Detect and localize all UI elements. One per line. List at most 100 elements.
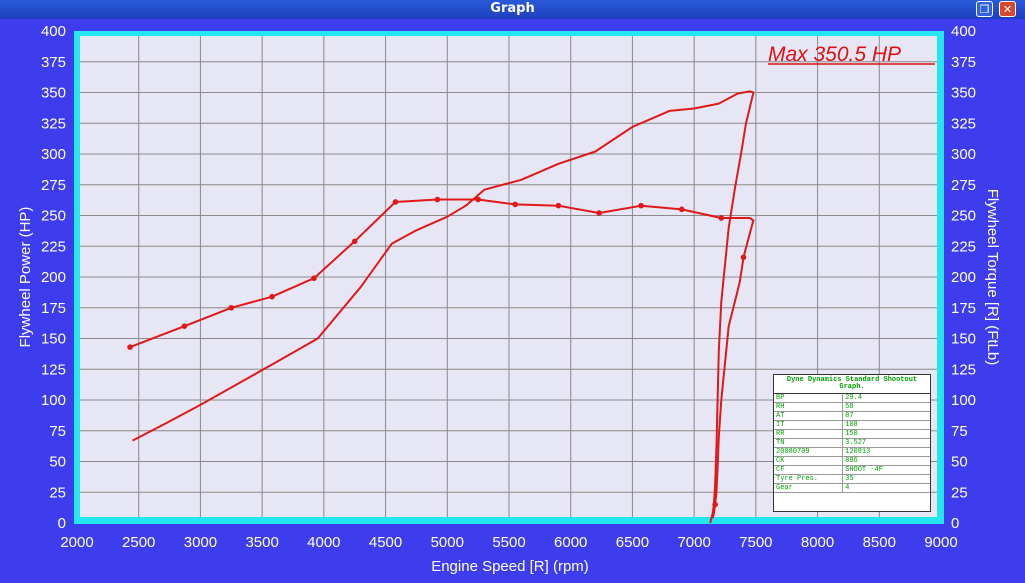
y-tick-label: 225 xyxy=(41,238,66,255)
data-point xyxy=(740,254,747,261)
data-point xyxy=(434,196,441,203)
info-value: 886 xyxy=(842,456,930,466)
info-value: 4 xyxy=(842,483,930,493)
info-value: 3.527 xyxy=(842,438,930,448)
info-key: Gear xyxy=(774,483,844,493)
info-key: CK xyxy=(774,456,844,466)
y-tick-label: 400 xyxy=(41,23,66,40)
x-tick-label: 5500 xyxy=(492,534,525,551)
y-tick-label: 375 xyxy=(41,54,66,71)
close-icon[interactable]: ✕ xyxy=(999,1,1016,17)
y2-tick-label: 75 xyxy=(951,423,968,440)
info-key: RR xyxy=(774,429,844,439)
info-value: SHOOT -4F xyxy=(842,465,930,475)
series-line-torque xyxy=(129,198,755,519)
data-point xyxy=(475,196,481,203)
info-key: RH xyxy=(774,402,844,412)
info-key: Tyre Pres. xyxy=(774,474,844,484)
y2-tick-label: 400 xyxy=(951,23,976,40)
data-point xyxy=(596,210,602,216)
y2-tick-label: 250 xyxy=(951,208,976,225)
y-tick-label: 200 xyxy=(41,269,66,286)
y2-tick-label: 225 xyxy=(951,238,976,255)
info-value: 35 xyxy=(842,474,930,484)
y2-tick-label: 0 xyxy=(951,515,959,532)
x-axis-label: Engine Speed [R] (rpm) xyxy=(431,558,589,575)
y2-tick-label: 175 xyxy=(951,300,976,317)
data-point xyxy=(392,199,399,205)
info-value: 120813 xyxy=(842,447,930,457)
data-point xyxy=(269,293,275,300)
info-key: 20080709 xyxy=(774,447,844,457)
x-tick-label: 9000 xyxy=(924,534,957,551)
y-tick-label: 175 xyxy=(41,300,66,317)
y2-tick-label: 50 xyxy=(951,454,968,471)
info-row: AT 87 xyxy=(774,411,930,421)
y-tick-label: 275 xyxy=(41,177,66,194)
y2-tick-label: 100 xyxy=(951,392,976,409)
y2-tick-label: 375 xyxy=(951,54,976,71)
info-value: 150 xyxy=(842,429,930,439)
data-point xyxy=(181,323,188,330)
y2-tick-label: 200 xyxy=(951,269,976,286)
info-table-body: BP 29.4 RH 58 AT 87 IT 108 RR 150 TN 3.527 20080709 1… xyxy=(774,394,930,493)
y2-tick-label: 275 xyxy=(951,177,976,194)
y2-tick-label: 25 xyxy=(951,484,968,501)
data-point xyxy=(555,202,562,209)
grid-lines xyxy=(80,36,937,517)
y2-tick-label: 125 xyxy=(951,361,976,378)
info-value: 87 xyxy=(842,411,930,421)
x-tick-label: 7500 xyxy=(739,534,772,551)
y2-tick-label: 300 xyxy=(951,146,976,163)
y-tick-labels: 0 25 50 75 100 125 150 175 200 225 250 275 300 325 350… xyxy=(41,23,66,532)
info-value: 29.4 xyxy=(842,394,930,403)
y-tick-label: 325 xyxy=(41,115,66,132)
info-row: RR 150 xyxy=(774,429,930,439)
y-tick-label: 0 xyxy=(58,515,66,532)
data-point xyxy=(512,201,518,208)
info-row: Gear 4 xyxy=(774,483,930,493)
x-tick-label: 3000 xyxy=(184,534,217,551)
data-point xyxy=(127,344,133,350)
y-tick-label: 100 xyxy=(41,392,66,409)
x-tick-label: 2500 xyxy=(122,534,155,551)
x-tick-label: 8000 xyxy=(801,534,834,551)
y2-tick-labels: 0 25 50 75 100 125 150 175 200 225 250 275 300 325 350… xyxy=(951,23,976,532)
restore-icon[interactable]: ❐ xyxy=(976,1,993,17)
info-row: IT 108 xyxy=(774,420,930,430)
x-tick-label: 6500 xyxy=(616,534,649,551)
info-row: Tyre Pres. 35 xyxy=(774,474,930,484)
x-tick-labels: 2000 2500 3000 3500 4000 4500 5000 5500 6000 6500… xyxy=(60,534,957,551)
y2-axis-label: Flywheel Torque [R] (FtLb) xyxy=(984,189,1001,365)
data-point xyxy=(351,238,358,245)
data-point xyxy=(712,501,718,508)
info-row: BP 29.4 xyxy=(774,394,930,403)
data-point xyxy=(228,304,235,311)
info-table: Dyne Dynamics Standard Shootout Graph. B… xyxy=(773,374,931,512)
y2-tick-label: 150 xyxy=(951,331,976,348)
info-key: AT xyxy=(774,411,844,421)
max-power-label: Max 350.5 HP xyxy=(768,43,901,66)
y-tick-label: 50 xyxy=(49,454,66,471)
x-tick-label: 3500 xyxy=(245,534,278,551)
y-tick-label: 250 xyxy=(41,208,66,225)
info-row: CK 886 xyxy=(774,456,930,466)
info-row: TN 3.527 xyxy=(774,438,930,448)
title-bar: Graph ❐ ✕ xyxy=(0,0,1025,19)
info-row: 20080709 120813 xyxy=(774,447,930,457)
x-tick-label: 4500 xyxy=(369,534,402,551)
y-tick-label: 150 xyxy=(41,331,66,348)
x-tick-label: 8500 xyxy=(863,534,896,551)
y-axis-label: Flywheel Power (HP) xyxy=(17,207,34,348)
info-row: CF SHOOT -4F xyxy=(774,465,930,475)
x-tick-label: 4000 xyxy=(307,534,340,551)
info-value: 108 xyxy=(842,420,930,430)
data-point xyxy=(679,206,685,213)
curves xyxy=(127,90,755,524)
info-key: IT xyxy=(774,420,844,430)
y-tick-label: 75 xyxy=(49,423,66,440)
info-key: TN xyxy=(774,438,844,448)
y-tick-label: 25 xyxy=(49,484,66,501)
data-point xyxy=(311,275,317,282)
